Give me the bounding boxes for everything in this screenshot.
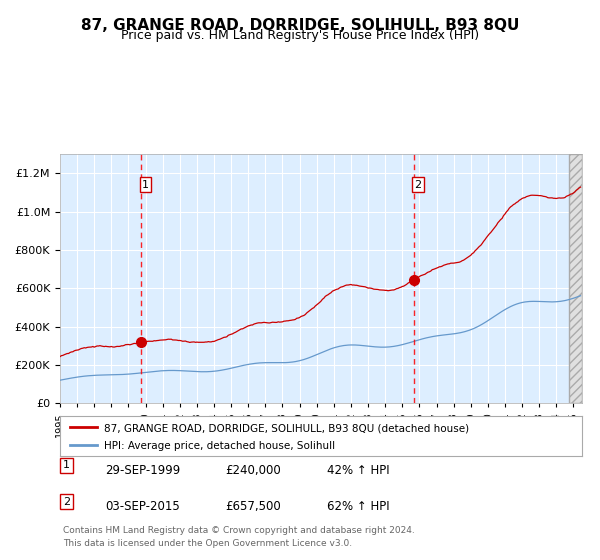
Text: 87, GRANGE ROAD, DORRIDGE, SOLIHULL, B93 8QU (detached house): 87, GRANGE ROAD, DORRIDGE, SOLIHULL, B93… — [104, 423, 469, 433]
Text: Price paid vs. HM Land Registry's House Price Index (HPI): Price paid vs. HM Land Registry's House … — [121, 29, 479, 42]
Text: 2: 2 — [415, 180, 422, 190]
Text: £240,000: £240,000 — [225, 464, 281, 477]
Text: 62% ↑ HPI: 62% ↑ HPI — [327, 500, 389, 513]
Text: 2: 2 — [63, 497, 70, 507]
Text: £657,500: £657,500 — [225, 500, 281, 513]
Text: 29-SEP-1999: 29-SEP-1999 — [105, 464, 180, 477]
Text: 1: 1 — [63, 460, 70, 470]
Text: HPI: Average price, detached house, Solihull: HPI: Average price, detached house, Soli… — [104, 441, 335, 451]
Bar — [569, 154, 582, 403]
Text: 1: 1 — [142, 180, 149, 190]
Text: 42% ↑ HPI: 42% ↑ HPI — [327, 464, 389, 477]
Text: 03-SEP-2015: 03-SEP-2015 — [105, 500, 180, 513]
Text: 87, GRANGE ROAD, DORRIDGE, SOLIHULL, B93 8QU: 87, GRANGE ROAD, DORRIDGE, SOLIHULL, B93… — [81, 18, 519, 33]
Text: Contains HM Land Registry data © Crown copyright and database right 2024.
This d: Contains HM Land Registry data © Crown c… — [63, 526, 415, 548]
